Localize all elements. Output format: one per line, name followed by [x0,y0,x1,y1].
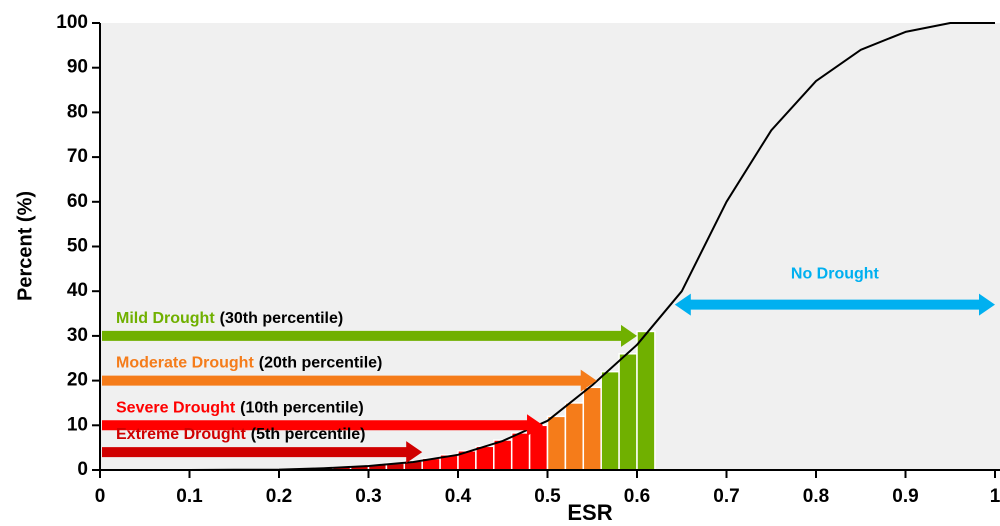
x-tick-label: 0.4 [445,486,472,507]
arrow [674,293,995,316]
y-tick-label: 0 [77,459,88,480]
arrow [102,369,597,392]
bar [546,415,567,471]
x-tick-label: 0.8 [803,486,829,507]
annotation: No Drought [791,266,880,283]
annotation-note: (10th percentile) [240,400,364,417]
y-tick-label: 40 [67,280,88,301]
arrow [102,414,544,437]
annotation: Severe Drought (10th percentile) [116,400,364,417]
x-tick-label: 0 [95,486,106,507]
bar [582,386,602,471]
arrow [102,324,637,347]
bar [510,432,531,471]
y-axis-label: Percent (%) [14,191,36,301]
annotation-label: No Drought [791,266,880,283]
y-tick-label: 30 [67,325,88,346]
x-tick-label: 1 [990,486,1000,507]
bar [618,353,638,471]
x-axis-label: ESR [567,500,612,525]
annotation: Extreme Drought (5th percentile) [116,426,365,443]
y-tick-label: 20 [67,370,88,391]
y-tick-label: 80 [67,101,88,122]
x-tick-label: 0.6 [624,486,650,507]
y-tick-label: 90 [67,57,88,78]
x-tick-label: 0.3 [355,486,381,507]
bar [493,439,513,471]
y-tick-label: 10 [67,414,88,435]
x-tick-label: 0.1 [176,486,203,507]
bar [475,445,495,471]
annotation-note: (5th percentile) [251,426,366,443]
y-tick-label: 100 [56,12,88,33]
x-tick-label: 0.5 [534,486,561,507]
bar [636,330,656,471]
bar [564,402,585,471]
x-tick-label: 0.2 [266,486,292,507]
y-tick-label: 50 [67,236,88,257]
x-tick-label: 0.7 [713,486,739,507]
y-tick-label: 60 [67,191,88,212]
annotation-note: (20th percentile) [259,355,383,372]
annotation: Moderate Drought (20th percentile) [116,355,382,372]
plot-area [100,23,1000,470]
annotation: Mild Drought (30th percentile) [116,310,343,327]
annotation-label: Moderate Drought [116,355,254,372]
annotation-label: Extreme Drought [116,426,246,443]
annotation-label: Mild Drought [116,310,215,327]
arrow [102,441,423,464]
annotation-label: Severe Drought [116,400,236,417]
y-tick-label: 70 [67,146,88,167]
annotation-note: (30th percentile) [220,310,344,327]
x-tick-label: 0.9 [892,486,918,507]
bar [600,370,620,471]
